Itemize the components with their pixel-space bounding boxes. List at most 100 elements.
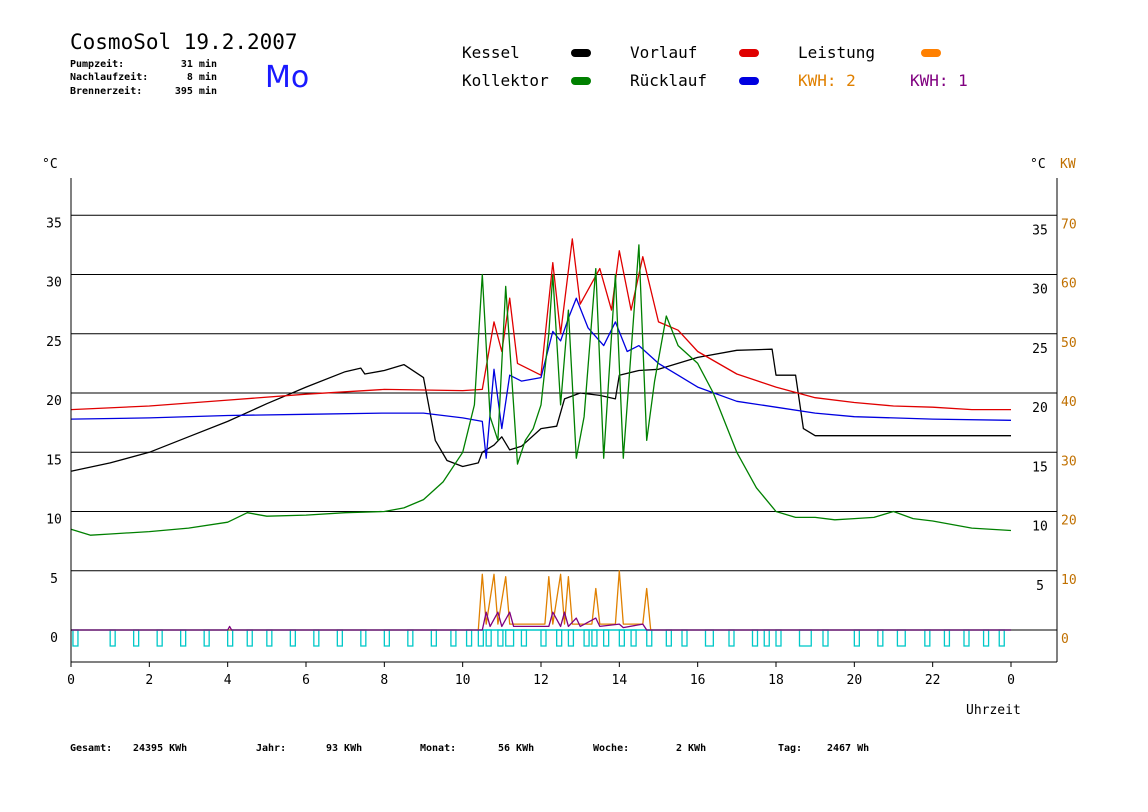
pump-on-interval xyxy=(289,629,296,647)
pump-on-interval xyxy=(853,629,860,647)
pump-on-interval xyxy=(775,629,782,647)
pump-on-interval xyxy=(383,629,390,647)
stat-value-brennerzeit: 395 min xyxy=(174,86,217,97)
pump-on-interval xyxy=(583,629,590,647)
legend-kwh1-label: KWH: 1 xyxy=(910,71,968,90)
y-tick-left-label: 35 xyxy=(46,216,62,231)
pump-on-interval xyxy=(877,629,884,647)
footer-gesamt-label: Gesamt: xyxy=(70,743,113,754)
x-tick-label: 18 xyxy=(768,673,784,688)
y-axis-left-unit: °C xyxy=(42,157,58,172)
pump-on-interval xyxy=(896,629,906,647)
y-axis-right-unit-kw: KW xyxy=(1060,157,1076,172)
pump-on-interval xyxy=(477,629,484,647)
y-tick-left-label: 0 xyxy=(50,631,58,646)
pump-on-interval xyxy=(943,629,951,647)
y-tick-left-label: 5 xyxy=(50,572,58,587)
pump-on-interval xyxy=(751,629,759,647)
pump-on-interval xyxy=(72,629,79,647)
legend-vorlauf-label: Vorlauf xyxy=(630,43,698,62)
pump-on-interval xyxy=(618,629,625,647)
x-tick-label: 2 xyxy=(145,673,153,688)
footer-woche-label: Woche: xyxy=(593,743,630,754)
pump-on-interval xyxy=(665,629,672,647)
x-tick-label: 22 xyxy=(925,673,941,688)
stat-label-brennerzeit: Brennerzeit: xyxy=(70,86,143,97)
pump-on-interval xyxy=(704,629,714,647)
legend-kessel-swatch xyxy=(571,49,591,57)
y-tick-right-kw-label: 60 xyxy=(1061,277,1077,292)
y-tick-right-temp-label: 10 xyxy=(1032,520,1048,535)
pump-on-interval xyxy=(982,629,990,647)
legend-kessel-label: Kessel xyxy=(462,43,520,62)
x-tick-label: 0 xyxy=(67,673,75,688)
pump-on-interval xyxy=(540,629,547,647)
footer-woche-value: 2 KWh xyxy=(676,743,707,754)
y-tick-left-label: 25 xyxy=(46,335,62,350)
legend-leistung-swatch xyxy=(921,49,941,57)
pump-on-interval xyxy=(360,629,367,647)
pump-on-interval xyxy=(313,629,320,647)
pump-on-interval xyxy=(109,629,116,647)
page-title: CosmoSol 19.2.2007 xyxy=(70,30,298,54)
series-r-cklauf xyxy=(70,297,1012,459)
x-tick-label: 6 xyxy=(302,673,310,688)
x-tick-label: 16 xyxy=(690,673,706,688)
pump-on-interval xyxy=(465,629,473,647)
stat-value-pumpzeit: 31 min xyxy=(180,59,217,70)
pump-on-interval xyxy=(681,629,688,647)
legend-ruecklauf-swatch xyxy=(739,77,759,85)
x-tick-label: 14 xyxy=(612,673,628,688)
temperature-chart: °C °C KW Uhrzeit 0 2 4 6 8 10 12 14 16 18 20 22 0 0 5 1… xyxy=(42,157,1077,718)
x-tick-label: 0 xyxy=(1007,673,1015,688)
pump-on-interval xyxy=(505,629,515,647)
series-kessel xyxy=(70,348,1011,472)
series-leistung xyxy=(71,570,1011,631)
x-tick-label: 8 xyxy=(380,673,388,688)
pump-on-interval xyxy=(963,629,970,647)
pump-on-interval xyxy=(763,629,770,647)
x-tick-label: 4 xyxy=(224,673,232,688)
pump-on-interval xyxy=(407,629,414,647)
x-tick-label: 20 xyxy=(847,673,863,688)
y-tick-right-temp-label: 20 xyxy=(1032,401,1048,416)
y-tick-right-kw-label: 20 xyxy=(1061,514,1077,529)
footer-gesamt-value: 24395 KWh xyxy=(133,743,188,754)
legend-ruecklauf-label: Rücklauf xyxy=(630,71,708,90)
footer-monat-label: Monat: xyxy=(420,743,457,754)
pump-on-interval xyxy=(485,629,492,647)
pump-on-interval xyxy=(246,629,253,647)
pump-on-interval xyxy=(822,629,829,647)
pump-on-interval xyxy=(603,629,610,647)
pump-on-interval xyxy=(180,629,187,647)
pump-on-interval xyxy=(227,629,234,647)
footer-jahr-value: 93 KWh xyxy=(326,743,363,754)
pump-on-interval xyxy=(798,629,812,647)
y-tick-right-temp-label: 15 xyxy=(1032,460,1048,475)
y-tick-right-temp-label: 5 xyxy=(1036,579,1044,594)
y-tick-right-kw-label: 70 xyxy=(1061,217,1077,232)
pump-on-interval xyxy=(567,629,575,647)
pump-on-interval xyxy=(646,629,653,647)
pump-on-interval xyxy=(924,629,931,647)
pump-on-interval xyxy=(203,629,210,647)
y-tick-left-label: 10 xyxy=(46,513,62,528)
pump-on-interval xyxy=(998,629,1005,647)
y-tick-right-temp-label: 35 xyxy=(1032,223,1048,238)
pump-on-interval xyxy=(630,629,637,647)
legend-kollektor-swatch xyxy=(571,77,591,85)
footer-jahr-label: Jahr: xyxy=(256,743,287,754)
series-kwh-1 xyxy=(71,611,1011,631)
series-kollektor xyxy=(70,244,1012,536)
y-tick-right-temp-label: 25 xyxy=(1032,342,1048,357)
pump-on-interval xyxy=(497,629,504,647)
footer-monat-value: 56 KWh xyxy=(498,743,535,754)
legend-kwh2-label: KWH: 2 xyxy=(798,71,856,90)
pump-on-interval xyxy=(450,629,457,647)
y-tick-left-label: 20 xyxy=(46,394,62,409)
pump-on-interval xyxy=(556,629,563,647)
y-tick-right-kw-label: 0 xyxy=(1061,632,1069,647)
y-tick-right-kw-label: 30 xyxy=(1061,454,1077,469)
legend-vorlauf-swatch xyxy=(739,49,759,57)
stat-value-nachlaufzeit: 8 min xyxy=(186,72,217,83)
